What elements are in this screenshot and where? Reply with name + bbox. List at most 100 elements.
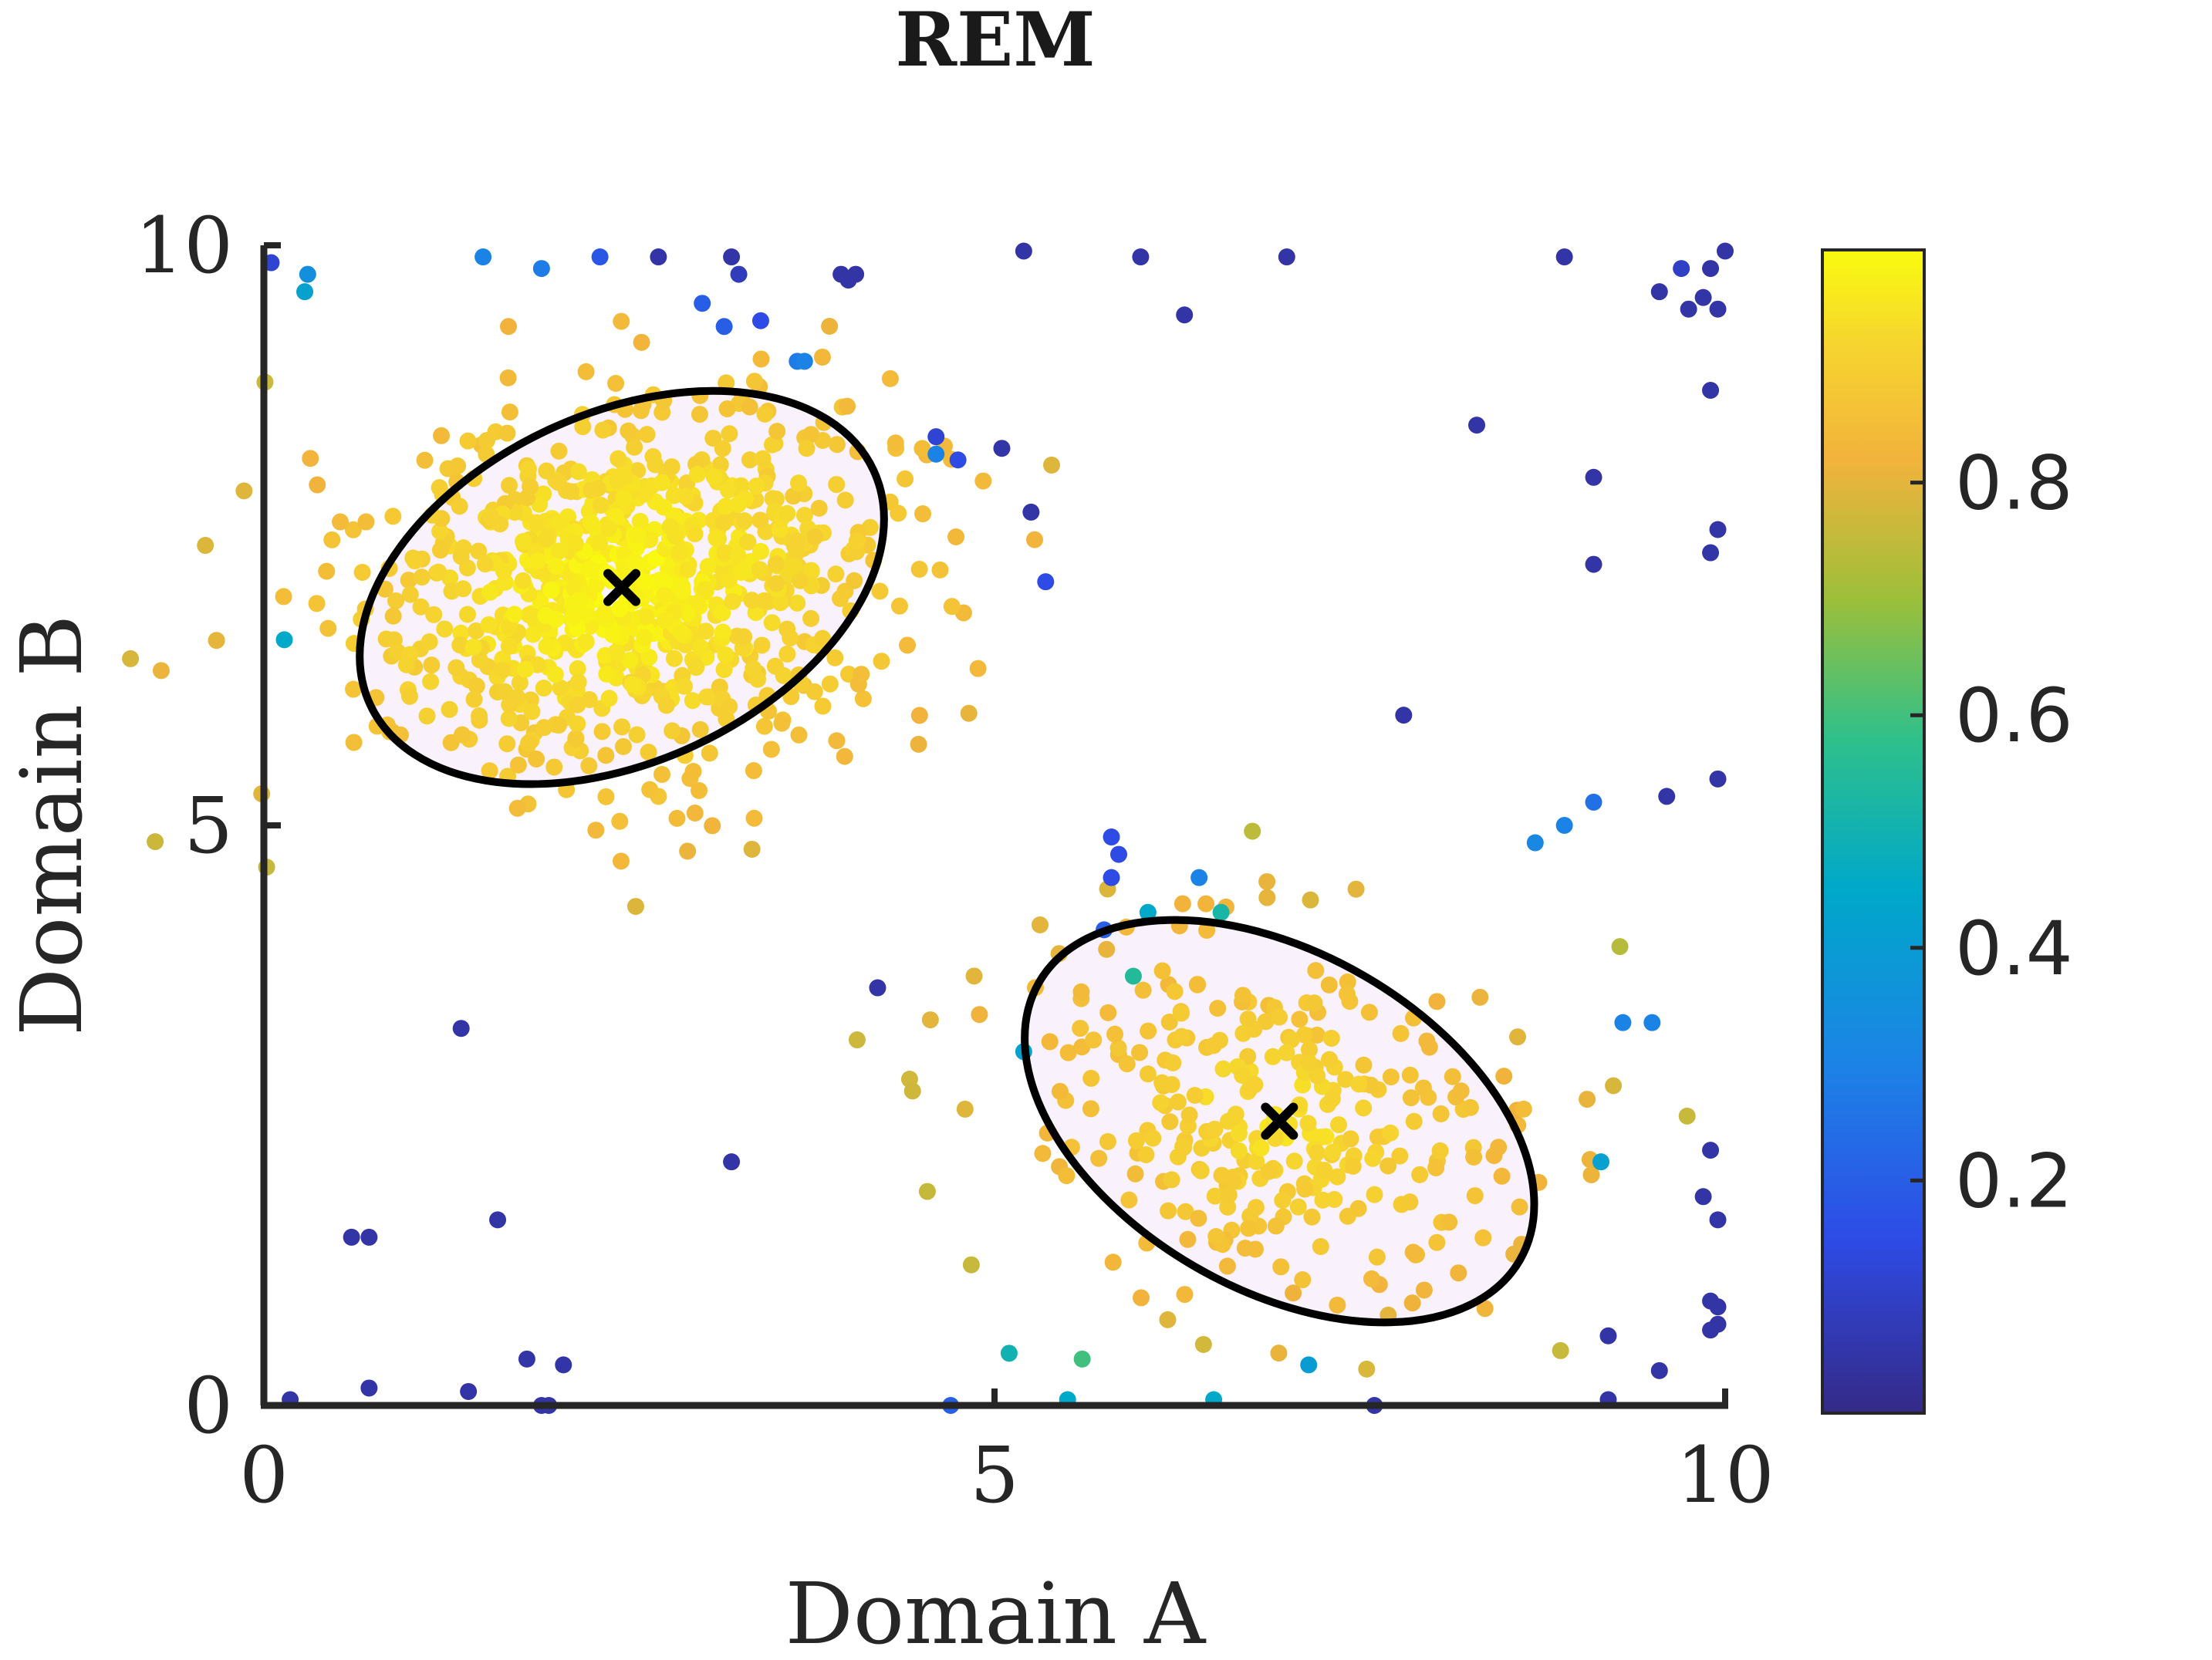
data-point bbox=[603, 626, 621, 643]
data-point bbox=[927, 445, 945, 463]
data-point bbox=[514, 572, 532, 589]
data-point bbox=[723, 248, 741, 266]
cluster-ellipse-outline bbox=[1021, 916, 1538, 1327]
data-point bbox=[1180, 1106, 1198, 1124]
data-point bbox=[1465, 1149, 1483, 1166]
data-point bbox=[1090, 1149, 1108, 1167]
data-point bbox=[782, 629, 799, 646]
data-point bbox=[1323, 1090, 1341, 1108]
data-point bbox=[751, 561, 769, 579]
data-point bbox=[821, 675, 839, 693]
data-point bbox=[360, 1379, 378, 1397]
data-point bbox=[965, 967, 983, 985]
data-point bbox=[423, 656, 441, 674]
data-point bbox=[465, 690, 483, 708]
data-point bbox=[1206, 1187, 1224, 1205]
data-point bbox=[494, 662, 512, 680]
data-point bbox=[723, 1153, 741, 1171]
data-point bbox=[1300, 1041, 1318, 1058]
data-point bbox=[1106, 1025, 1124, 1043]
data-point bbox=[686, 805, 704, 822]
data-point bbox=[569, 463, 587, 481]
data-point bbox=[401, 585, 419, 603]
data-point bbox=[1103, 869, 1120, 886]
data-point bbox=[548, 557, 566, 575]
data-point bbox=[1163, 1171, 1180, 1189]
data-point bbox=[1109, 845, 1127, 863]
data-point bbox=[1037, 573, 1055, 591]
x-tick-label: 0 bbox=[239, 1430, 289, 1520]
data-point bbox=[1270, 1345, 1288, 1362]
data-point bbox=[546, 666, 564, 683]
data-point bbox=[416, 451, 434, 469]
data-point bbox=[449, 457, 467, 475]
data-point bbox=[345, 734, 363, 751]
data-point bbox=[1592, 1153, 1610, 1171]
data-point bbox=[1344, 1157, 1362, 1175]
data-point bbox=[481, 762, 498, 780]
data-point bbox=[616, 468, 633, 486]
data-point bbox=[1234, 1067, 1251, 1085]
data-point bbox=[1658, 788, 1676, 805]
data-point bbox=[552, 679, 569, 697]
scatter-points bbox=[122, 242, 1734, 1414]
data-point bbox=[406, 552, 424, 570]
data-point bbox=[1139, 903, 1157, 921]
data-point bbox=[1099, 1004, 1117, 1021]
data-point bbox=[768, 575, 785, 592]
data-point bbox=[802, 426, 820, 444]
data-point bbox=[471, 707, 488, 725]
data-point bbox=[1132, 248, 1150, 266]
data-point bbox=[854, 690, 872, 707]
data-point bbox=[1709, 1298, 1727, 1316]
data-point bbox=[1126, 1165, 1144, 1183]
data-point bbox=[555, 1356, 572, 1374]
data-point bbox=[836, 747, 853, 765]
data-point bbox=[1073, 1350, 1091, 1368]
data-point bbox=[692, 639, 710, 656]
data-point bbox=[545, 758, 563, 776]
data-point bbox=[773, 714, 791, 732]
data-point bbox=[1015, 242, 1032, 260]
data-point bbox=[1159, 1311, 1177, 1328]
data-point bbox=[518, 489, 536, 507]
data-point bbox=[802, 562, 820, 579]
data-point bbox=[656, 586, 674, 604]
data-point bbox=[597, 610, 615, 628]
data-point bbox=[610, 450, 627, 467]
data-point bbox=[495, 562, 512, 580]
data-point bbox=[1347, 880, 1365, 898]
data-point bbox=[1174, 895, 1191, 913]
data-point bbox=[729, 546, 747, 564]
data-point bbox=[1240, 1220, 1258, 1237]
data-point bbox=[1307, 962, 1325, 980]
data-point bbox=[903, 1082, 921, 1100]
data-point bbox=[828, 732, 846, 750]
data-point bbox=[1274, 1192, 1292, 1210]
data-point bbox=[956, 1100, 974, 1118]
data-point bbox=[1495, 1068, 1513, 1085]
data-point bbox=[897, 470, 914, 488]
data-point bbox=[949, 451, 967, 469]
data-point bbox=[1239, 1011, 1257, 1028]
data-point bbox=[498, 424, 516, 442]
data-point bbox=[431, 522, 449, 540]
data-point bbox=[718, 374, 735, 392]
data-point bbox=[1186, 1087, 1204, 1105]
data-point bbox=[806, 528, 824, 546]
data-point bbox=[664, 722, 681, 740]
data-point bbox=[296, 283, 314, 301]
data-point bbox=[1309, 1026, 1326, 1044]
data-point bbox=[1041, 1033, 1059, 1051]
data-point bbox=[591, 534, 609, 552]
data-point bbox=[827, 565, 845, 583]
data-point bbox=[1234, 987, 1251, 1004]
data-point bbox=[890, 504, 907, 522]
y-axis-label: Domain B bbox=[2, 615, 101, 1036]
data-point bbox=[580, 757, 598, 774]
x-tick-label: 10 bbox=[1676, 1430, 1774, 1520]
data-point bbox=[691, 406, 708, 423]
data-point bbox=[1137, 1145, 1155, 1163]
data-point bbox=[839, 397, 856, 415]
data-point bbox=[1278, 248, 1295, 266]
